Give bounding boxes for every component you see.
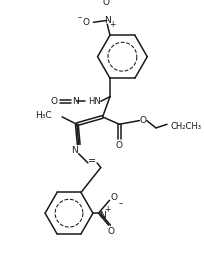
Text: O: O — [140, 116, 147, 125]
Text: HN: HN — [88, 97, 101, 106]
Text: O: O — [108, 227, 115, 236]
Text: H₃C: H₃C — [35, 111, 52, 120]
Text: +: + — [110, 20, 116, 29]
Text: O: O — [103, 0, 110, 7]
Text: O: O — [83, 18, 90, 27]
Text: O: O — [50, 97, 57, 106]
Text: N: N — [72, 97, 78, 106]
Text: =: = — [89, 156, 96, 166]
Text: N: N — [71, 146, 78, 155]
Text: –: – — [78, 13, 82, 22]
Text: –: – — [119, 199, 123, 208]
Text: N: N — [99, 210, 105, 220]
Text: O: O — [116, 141, 123, 150]
Text: N: N — [104, 16, 111, 25]
Text: +: + — [104, 205, 111, 214]
Text: CH₂CH₃: CH₂CH₃ — [171, 122, 202, 131]
Text: O: O — [111, 193, 118, 202]
